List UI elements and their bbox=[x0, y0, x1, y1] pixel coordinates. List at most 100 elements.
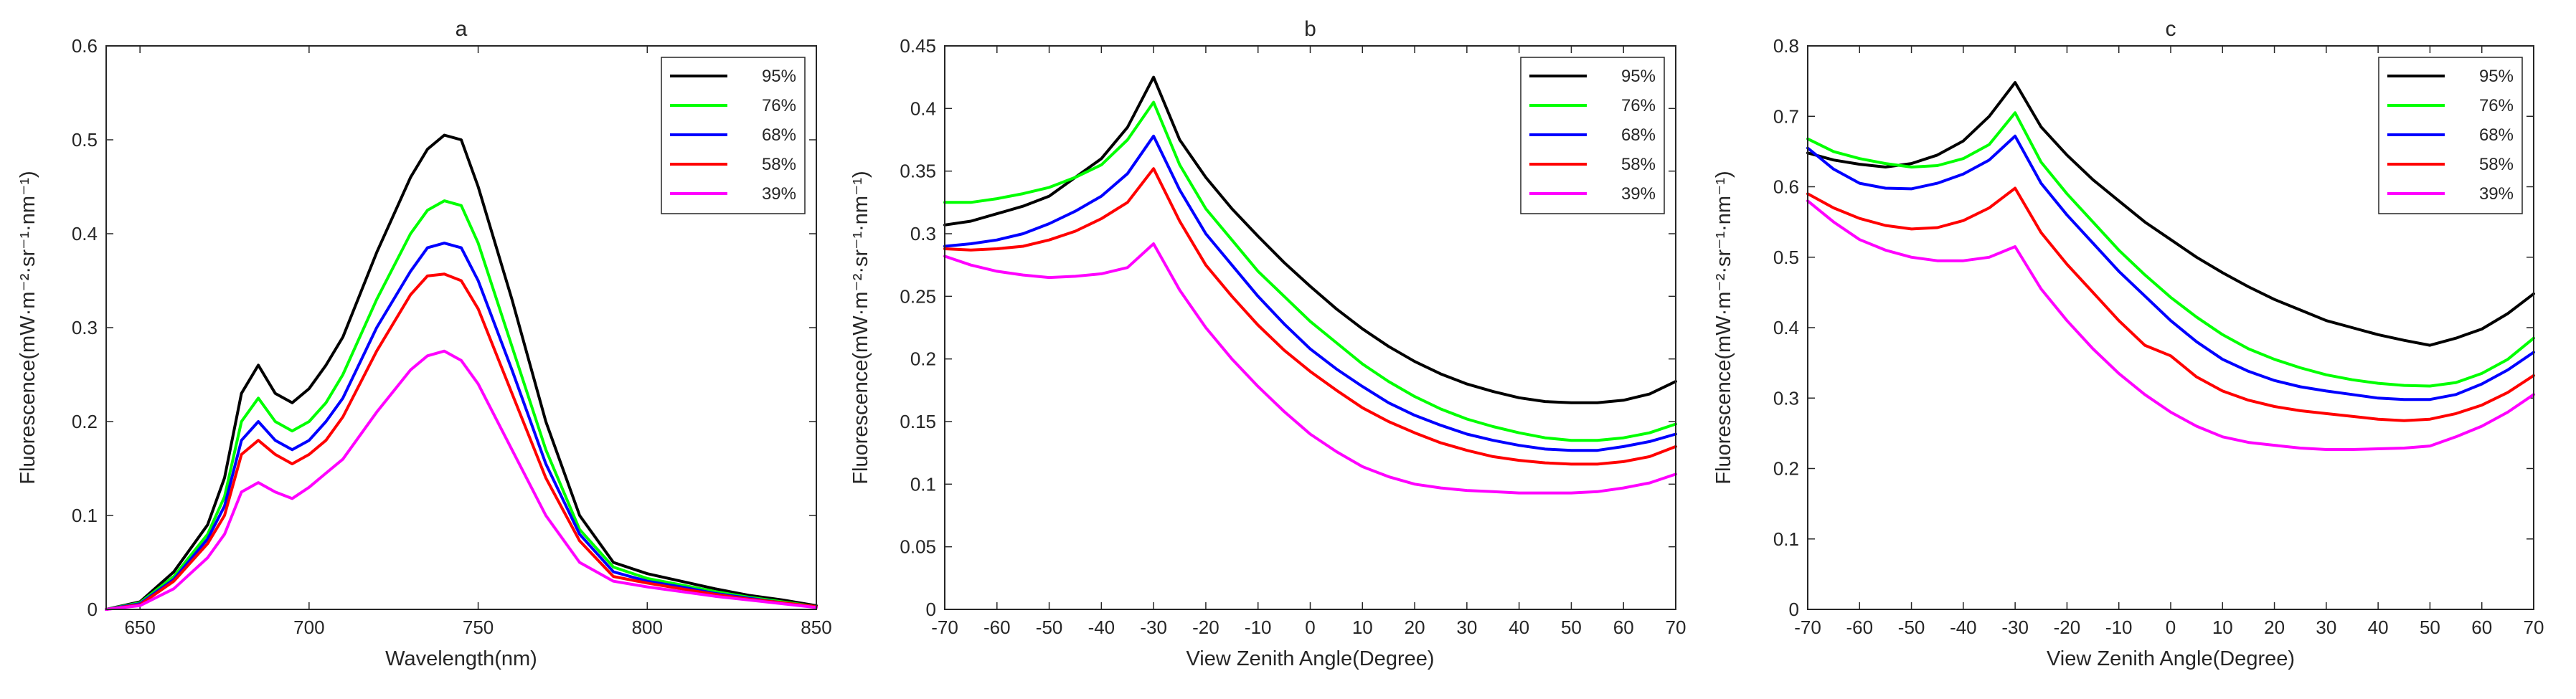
legend-label: 95% bbox=[762, 67, 796, 86]
x-tick-label: 50 bbox=[2420, 617, 2440, 638]
x-tick-label: 750 bbox=[463, 617, 494, 638]
y-tick-label: 0 bbox=[926, 599, 936, 620]
x-axis-label: View Zenith Angle(Degree) bbox=[2047, 647, 2295, 670]
x-tick-label: -10 bbox=[2105, 617, 2133, 638]
legend-label: 95% bbox=[1621, 67, 1656, 86]
x-tick-label: -70 bbox=[931, 617, 958, 638]
series-line-76pct bbox=[943, 100, 1677, 442]
y-tick-label: 0.4 bbox=[72, 223, 98, 244]
legend-label: 68% bbox=[2479, 125, 2514, 145]
y-tick-label: 0.4 bbox=[1773, 317, 1799, 338]
y-tick-label: 0 bbox=[1789, 599, 1799, 620]
x-tick-label: -50 bbox=[1898, 617, 1925, 638]
x-tick-label: 60 bbox=[1613, 617, 1634, 638]
x-tick-label: -60 bbox=[983, 617, 1011, 638]
y-tick-label: 0.3 bbox=[1773, 387, 1799, 409]
series-line-68pct bbox=[105, 242, 818, 611]
series-line-39pct bbox=[1806, 199, 2535, 451]
y-tick-label: 0.3 bbox=[72, 317, 98, 338]
y-tick-label: 0.5 bbox=[72, 129, 98, 151]
x-tick-label: 30 bbox=[2316, 617, 2336, 638]
legend-label: 76% bbox=[1621, 96, 1656, 115]
legend-label: 39% bbox=[762, 184, 796, 204]
x-tick-label: 10 bbox=[2212, 617, 2233, 638]
legend-label: 39% bbox=[1621, 184, 1656, 204]
x-tick-label: 70 bbox=[2524, 617, 2544, 638]
series-line-39pct bbox=[105, 349, 818, 611]
x-tick-label: 20 bbox=[1405, 617, 1425, 638]
x-tick-label: 650 bbox=[124, 617, 155, 638]
legend-label: 95% bbox=[2479, 67, 2514, 86]
series-line-68pct bbox=[943, 134, 1677, 452]
y-tick-label: 0.3 bbox=[910, 223, 936, 244]
axes-frame bbox=[1807, 45, 2534, 610]
y-tick-label: 0.1 bbox=[72, 505, 98, 526]
x-axis-label: Wavelength(nm) bbox=[385, 647, 537, 670]
legend-label: 58% bbox=[1621, 155, 1656, 174]
series-line-39pct bbox=[943, 242, 1677, 495]
legend-label: 39% bbox=[2479, 184, 2514, 204]
y-tick-label: 0.2 bbox=[910, 348, 936, 370]
x-tick-label: -30 bbox=[2001, 617, 2029, 638]
x-tick-label: 50 bbox=[1561, 617, 1582, 638]
y-tick-label: 0.35 bbox=[900, 161, 936, 182]
y-tick-label: 0.2 bbox=[1773, 458, 1799, 480]
series-line-58pct bbox=[1806, 186, 2535, 422]
y-tick-label: 0.25 bbox=[900, 285, 936, 307]
legend-label: 76% bbox=[2479, 96, 2514, 115]
legend-label: 68% bbox=[1621, 125, 1656, 145]
x-tick-label: 10 bbox=[1352, 617, 1373, 638]
series-line-95pct bbox=[943, 75, 1677, 404]
x-tick-label: 60 bbox=[2471, 617, 2492, 638]
axes-frame bbox=[105, 45, 817, 610]
y-tick-label: 0.8 bbox=[1773, 35, 1799, 57]
legend-label: 68% bbox=[762, 125, 796, 145]
x-tick-label: -10 bbox=[1245, 617, 1272, 638]
axes-frame bbox=[944, 45, 1676, 610]
series-line-76pct bbox=[105, 199, 818, 611]
y-axis-label: Fluorescence(mW·m⁻²·sr⁻¹·nm⁻¹) bbox=[849, 171, 872, 484]
y-tick-label: 0.7 bbox=[1773, 105, 1799, 127]
x-tick-label: 850 bbox=[801, 617, 831, 638]
x-tick-label: 0 bbox=[1305, 617, 1315, 638]
series-line-95pct bbox=[1806, 81, 2535, 347]
series-line-58pct bbox=[105, 272, 818, 611]
y-tick-label: 0.1 bbox=[1773, 528, 1799, 550]
x-tick-label: 20 bbox=[2264, 617, 2285, 638]
x-tick-label: 30 bbox=[1456, 617, 1477, 638]
x-tick-label: -50 bbox=[1036, 617, 1063, 638]
legend-label: 58% bbox=[762, 155, 796, 174]
y-tick-label: 0.5 bbox=[1773, 247, 1799, 268]
x-tick-label: -40 bbox=[1088, 617, 1115, 638]
series-line-76pct bbox=[1806, 111, 2535, 388]
x-tick-label: 0 bbox=[2166, 617, 2176, 638]
x-tick-label: 40 bbox=[1509, 617, 1529, 638]
legend-label: 58% bbox=[2479, 155, 2514, 174]
x-tick-label: 800 bbox=[632, 617, 663, 638]
y-tick-label: 0.45 bbox=[900, 35, 936, 57]
y-tick-label: 0.4 bbox=[910, 98, 936, 119]
series-line-95pct bbox=[105, 133, 818, 611]
legend-label: 76% bbox=[762, 96, 796, 115]
x-tick-label: 700 bbox=[293, 617, 324, 638]
x-tick-label: -70 bbox=[1794, 617, 1821, 638]
y-tick-label: 0.2 bbox=[72, 411, 98, 432]
series-line-68pct bbox=[1806, 134, 2535, 401]
y-axis-label: Fluorescence(mW·m⁻²·sr⁻¹·nm⁻¹) bbox=[1712, 171, 1735, 484]
x-tick-label: -20 bbox=[1192, 617, 1219, 638]
x-tick-label: -40 bbox=[1950, 617, 1977, 638]
x-tick-label: 40 bbox=[2368, 617, 2389, 638]
panel-title: c bbox=[2166, 17, 2176, 41]
panel-title: a bbox=[456, 17, 468, 41]
x-tick-label: -30 bbox=[1140, 617, 1167, 638]
panel-c: -70 -60 -50 -40 -30 -20 -10 0 10 20 30 40 50 60 70 0 0.1… bbox=[1712, 17, 2544, 670]
y-tick-label: 0.15 bbox=[900, 411, 936, 432]
y-tick-label: 0.6 bbox=[1773, 176, 1799, 198]
panel-b: -70 -60 -50 -40 -30 -20 -10 0 10 20 30 40 50 60 70 0 0.0… bbox=[849, 17, 1686, 670]
x-tick-label: -60 bbox=[1846, 617, 1873, 638]
series-line-58pct bbox=[943, 167, 1677, 466]
y-tick-label: 0.6 bbox=[72, 35, 98, 57]
y-tick-label: 0.05 bbox=[900, 536, 936, 558]
panel-a: 650 700 750 800 850 0 0.1 0.2 0.3 0.4 0.5 0.6 a Wavel… bbox=[16, 17, 832, 670]
